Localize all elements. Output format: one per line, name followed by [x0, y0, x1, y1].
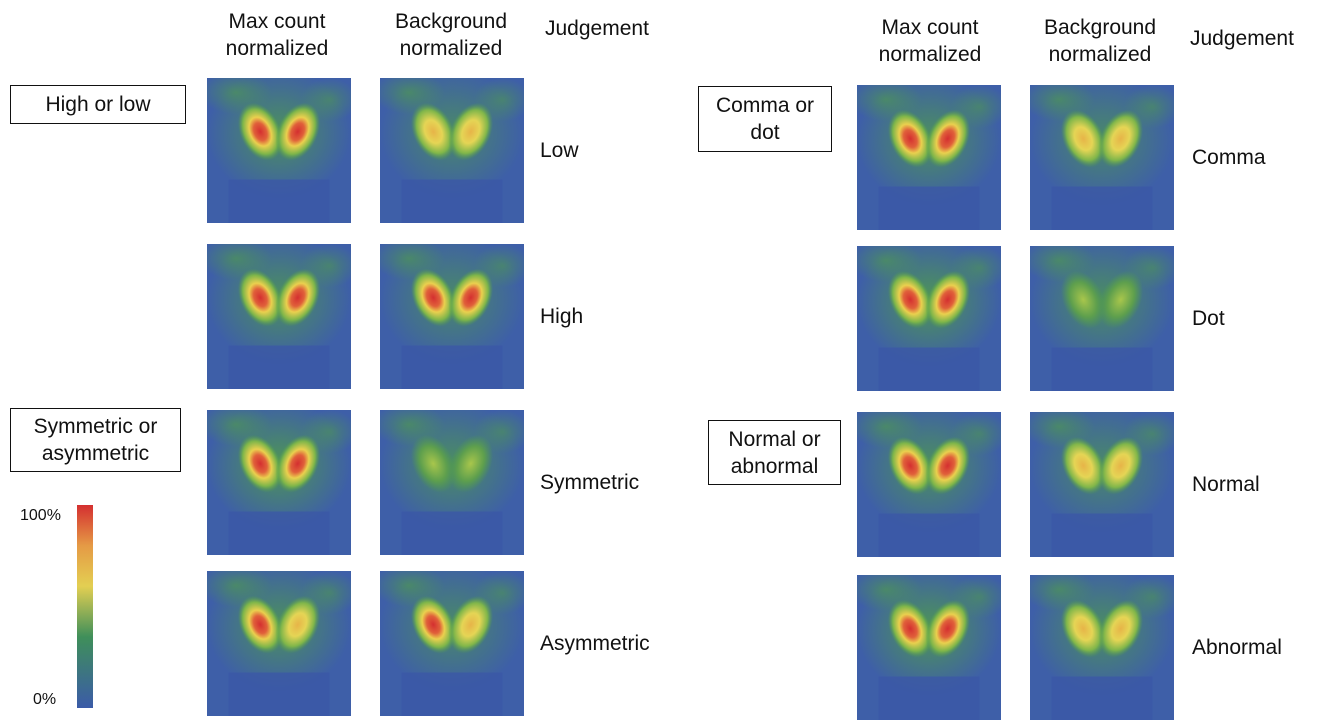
text-line: asymmetric [42, 440, 149, 467]
judgement: Normal [1192, 471, 1260, 498]
text-line: normalized [226, 35, 329, 62]
scan-image [1030, 85, 1174, 230]
scan-image [857, 246, 1001, 391]
text-line: Background [1044, 14, 1156, 41]
judgement: Symmetric [540, 469, 639, 496]
text-line: Comma or [716, 92, 814, 119]
text-line: abnormal [731, 453, 819, 480]
scan-image [857, 575, 1001, 720]
judgement-header: Judgement [545, 15, 649, 42]
judgement-header: Judgement [1190, 25, 1294, 52]
text-line: Max count [226, 8, 329, 35]
judgement: Abnormal [1192, 634, 1282, 661]
judgement: Dot [1192, 305, 1225, 332]
text-line: normalized [1044, 41, 1156, 68]
scan-image [1030, 246, 1174, 391]
judgement: High [540, 303, 583, 330]
judgement: Comma [1192, 144, 1266, 171]
text-line: High or low [45, 91, 150, 118]
text-line: Symmetric or [34, 413, 158, 440]
scan-image [207, 410, 351, 555]
scan-image [380, 571, 524, 716]
text-line: Max count [879, 14, 982, 41]
scan-image [857, 412, 1001, 557]
scan-image [380, 244, 524, 389]
judgement: Low [540, 137, 579, 164]
scan-image [857, 85, 1001, 230]
scan-image [207, 244, 351, 389]
text-line: Normal or [728, 426, 820, 453]
text-line: normalized [879, 41, 982, 68]
scan-image [380, 410, 524, 555]
figure: 100% 0% (() => { const data = JSON.parse… [0, 0, 1323, 715]
scan-image [1030, 575, 1174, 720]
scan-image [1030, 412, 1174, 557]
colorbar-max: 100% [20, 502, 61, 529]
scan-image [207, 571, 351, 716]
colorbar [77, 505, 93, 708]
group-label: High or low [10, 85, 186, 124]
text-line: Background [395, 8, 507, 35]
text-line: dot [750, 119, 779, 146]
judgement: Asymmetric [540, 630, 650, 657]
scan-image [380, 78, 524, 223]
scan-image [207, 78, 351, 223]
text-line: normalized [395, 35, 507, 62]
colorbar-min: 0% [33, 686, 56, 713]
